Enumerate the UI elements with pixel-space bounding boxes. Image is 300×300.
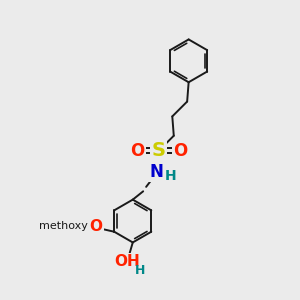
- Text: H: H: [165, 169, 177, 183]
- Text: O: O: [130, 142, 145, 160]
- Text: S: S: [152, 141, 166, 160]
- Text: O: O: [173, 142, 188, 160]
- Text: methoxy: methoxy: [39, 221, 88, 231]
- Text: OH: OH: [115, 254, 140, 269]
- Text: H: H: [135, 264, 145, 277]
- Text: O: O: [89, 219, 102, 234]
- Text: N: N: [150, 163, 164, 181]
